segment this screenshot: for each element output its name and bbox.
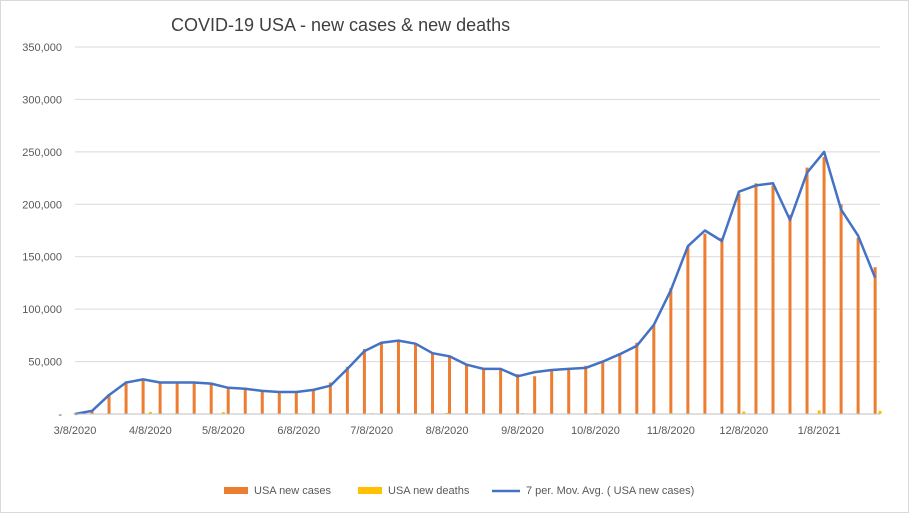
cases-bar xyxy=(635,342,639,414)
cases-bar xyxy=(311,389,315,414)
cases-bar xyxy=(584,365,588,414)
cases-bar xyxy=(362,348,366,414)
moving-average-line xyxy=(74,150,877,416)
cases-bar xyxy=(669,288,673,414)
x-tick-label: 4/8/2020 xyxy=(129,425,172,437)
x-tick-label: 7/8/2020 xyxy=(350,425,393,437)
cases-bar xyxy=(431,353,435,414)
legend-label: 7 per. Mov. Avg. ( USA new cases) xyxy=(526,485,694,497)
cases-bar xyxy=(124,381,128,414)
cases-bar xyxy=(754,183,758,414)
x-tick-label: 12/8/2020 xyxy=(719,425,768,437)
deaths-bar xyxy=(669,412,673,414)
cases-bar xyxy=(822,157,826,414)
cases-bar xyxy=(158,382,162,414)
chart-title: COVID-19 USA - new cases & new deaths xyxy=(171,15,511,35)
y-tick-label: 250,000 xyxy=(22,147,62,159)
x-tick-label: 8/8/2020 xyxy=(426,425,469,437)
y-tick-label: 150,000 xyxy=(22,252,62,264)
cases-bars xyxy=(73,157,877,414)
cases-bar xyxy=(533,376,537,414)
x-tick-label: 6/8/2020 xyxy=(277,425,320,437)
cases-bar xyxy=(396,340,400,414)
cases-bar xyxy=(175,382,179,414)
legend-swatch xyxy=(224,487,248,494)
x-tick-label: 3/8/2020 xyxy=(54,425,97,437)
cases-bar xyxy=(465,363,469,414)
cases-bar xyxy=(720,237,724,414)
cases-bar xyxy=(618,353,622,414)
cases-bar xyxy=(839,204,843,414)
cases-bar xyxy=(260,390,264,414)
cases-bar xyxy=(413,344,417,414)
deaths-bar xyxy=(148,411,152,414)
legend-swatch xyxy=(358,487,382,494)
legend: USA new cases USA new deaths 7 per. Mov. A… xyxy=(224,485,694,497)
x-tick-label: 11/8/2020 xyxy=(647,425,695,437)
deaths-bar xyxy=(221,412,225,414)
cases-bar xyxy=(550,369,554,414)
y-tick-label: 300,000 xyxy=(22,94,62,106)
cases-bar xyxy=(226,387,230,414)
cases-bar xyxy=(482,368,486,414)
cases-bar xyxy=(277,391,281,414)
deaths-bar xyxy=(445,412,449,414)
cases-bar xyxy=(499,369,503,414)
deaths-bar xyxy=(817,410,821,414)
moving-average-line-group xyxy=(74,150,877,416)
x-tick-label: 5/8/2020 xyxy=(202,425,245,437)
cases-bar xyxy=(703,233,707,414)
cases-bar xyxy=(294,391,298,414)
cases-bar xyxy=(192,381,196,414)
cases-bar xyxy=(567,368,571,414)
gridlines xyxy=(75,46,880,363)
x-axis: 3/8/2020 4/8/2020 5/8/2020 6/8/2020 7/8/2020… xyxy=(54,413,880,437)
deaths-bar xyxy=(878,410,882,414)
y-tick-label: 350,000 xyxy=(22,42,62,54)
cases-bar xyxy=(209,383,213,414)
cases-bar xyxy=(737,193,741,414)
cases-bar xyxy=(686,246,690,414)
y-tick-label: 200,000 xyxy=(22,199,62,211)
cases-bar xyxy=(328,382,332,414)
cases-bar xyxy=(345,366,349,414)
deaths-bar xyxy=(742,411,746,414)
legend-label: USA new deaths xyxy=(388,485,470,497)
y-tick-label: 100,000 xyxy=(22,304,62,316)
cases-bar xyxy=(771,185,775,414)
x-tick-label: 10/8/2020 xyxy=(571,425,620,437)
cases-bar xyxy=(516,374,520,414)
y-tick-label: 50,000 xyxy=(28,357,62,369)
cases-bar xyxy=(856,237,860,414)
cases-bar xyxy=(873,267,877,414)
cases-bar xyxy=(243,388,247,414)
legend-label: USA new cases xyxy=(254,485,332,497)
cases-bar xyxy=(107,394,111,414)
x-tick-label: 1/8/2021 xyxy=(798,425,841,437)
y-tick-label: - xyxy=(58,409,62,421)
y-axis-labels: - 50,000 100,000 150,000 200,000 250,000 300,0… xyxy=(22,42,62,421)
cases-bar xyxy=(652,324,656,414)
cases-bar xyxy=(141,379,145,414)
cases-bar xyxy=(805,167,809,414)
cases-bar xyxy=(379,342,383,414)
cases-bar xyxy=(601,361,605,414)
cases-bar xyxy=(788,214,792,414)
x-tick-label: 9/8/2020 xyxy=(501,425,544,437)
cases-bar xyxy=(448,356,452,414)
